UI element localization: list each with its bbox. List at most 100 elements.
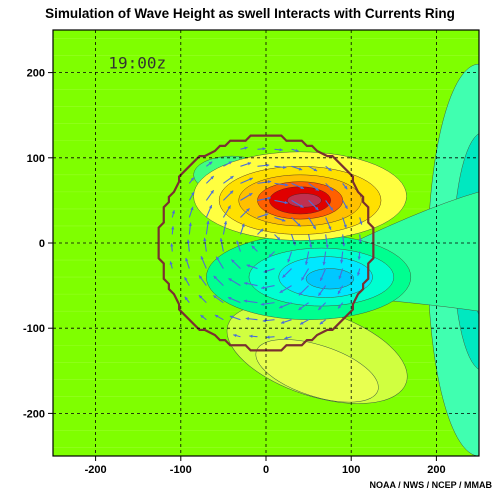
current-vector-head bbox=[186, 239, 191, 243]
x-tick-label: 100 bbox=[342, 464, 360, 476]
current-vector-head bbox=[313, 168, 318, 172]
current-vector-head bbox=[319, 277, 324, 281]
current-vector-head bbox=[228, 278, 232, 282]
current-vector-head bbox=[325, 244, 329, 249]
current-vector-head bbox=[300, 321, 304, 325]
time-label: 19:00z bbox=[108, 53, 166, 72]
current-vector-head bbox=[312, 225, 316, 230]
current-vector-head bbox=[337, 290, 341, 295]
current-vector-head bbox=[171, 210, 176, 214]
current-vector-head bbox=[338, 305, 342, 309]
current-vector-head bbox=[343, 224, 347, 229]
current-vector-head bbox=[199, 275, 203, 279]
low-level-4 bbox=[305, 268, 355, 290]
x-tick-label: -200 bbox=[85, 464, 107, 476]
current-vector-head bbox=[319, 321, 324, 325]
current-vector-head bbox=[251, 245, 256, 250]
current-vector-head bbox=[298, 292, 303, 296]
current-vector-head bbox=[309, 244, 313, 248]
current-vector-head bbox=[280, 320, 285, 324]
current-vector-head bbox=[200, 315, 204, 319]
y-tick-label: 200 bbox=[27, 68, 45, 80]
current-vector-head bbox=[208, 161, 213, 165]
current-vector-head bbox=[190, 206, 194, 211]
y-tick-label: 0 bbox=[39, 238, 45, 250]
current-vector-head bbox=[229, 190, 234, 194]
current-vector-head bbox=[301, 277, 305, 281]
current-vector-head bbox=[198, 295, 203, 299]
current-vector-head bbox=[284, 336, 288, 340]
current-vector-head bbox=[344, 185, 348, 190]
current-vector-head bbox=[284, 200, 288, 205]
y-tick-label: -200 bbox=[23, 408, 45, 420]
current-vector-head bbox=[244, 146, 248, 150]
x-tick-label: -100 bbox=[170, 464, 192, 476]
contour-fields bbox=[53, 38, 479, 456]
current-vector-head bbox=[200, 256, 204, 260]
current-vector-head bbox=[213, 295, 217, 299]
current-vector-head bbox=[191, 191, 195, 196]
current-vector-head bbox=[171, 226, 175, 230]
current-vector-head bbox=[357, 256, 361, 260]
current-vector-head bbox=[249, 177, 253, 181]
current-vector-head bbox=[267, 196, 271, 200]
current-vector-head bbox=[246, 264, 251, 268]
current-vector-head bbox=[231, 259, 235, 263]
current-vector-head bbox=[185, 257, 189, 262]
current-vector-head bbox=[233, 333, 237, 338]
current-vector-head bbox=[267, 180, 272, 184]
current-vector-head bbox=[262, 318, 266, 323]
current-vector-head bbox=[244, 281, 248, 286]
current-vector-head bbox=[223, 221, 228, 225]
current-vector-head bbox=[283, 165, 287, 169]
current-vector-head bbox=[328, 167, 332, 171]
current-vector-head bbox=[247, 162, 252, 166]
current-vector-head bbox=[184, 277, 188, 281]
current-vector-head bbox=[190, 177, 194, 181]
current-vector-head bbox=[236, 240, 240, 245]
current-vector-head bbox=[262, 147, 266, 151]
chart-title: Simulation of Wave Height as swell Inter… bbox=[45, 6, 455, 21]
current-vector-head bbox=[228, 296, 232, 301]
current-vector-head bbox=[243, 299, 248, 303]
current-vector-head bbox=[241, 223, 245, 228]
current-vector-head bbox=[246, 208, 250, 212]
current-vector-head bbox=[304, 261, 309, 265]
current-vector-head bbox=[338, 275, 342, 280]
current-vector-head bbox=[266, 335, 270, 339]
current-vector-head bbox=[203, 237, 207, 242]
current-vector-head bbox=[279, 305, 283, 309]
current-vector-head bbox=[260, 302, 265, 306]
current-ring-outline bbox=[157, 134, 375, 352]
y-tick-label: 100 bbox=[27, 153, 45, 165]
current-vector-head bbox=[249, 334, 253, 338]
current-vector-head bbox=[214, 314, 219, 318]
current-vector-head bbox=[169, 261, 173, 265]
current-vector-head bbox=[281, 218, 286, 222]
current-vector-head bbox=[206, 220, 210, 225]
current-vector-head bbox=[261, 286, 265, 290]
current-vector-head bbox=[266, 163, 270, 168]
credit-text: NOAA / NWS / NCEP / MMAB bbox=[369, 480, 492, 490]
current-vector-head bbox=[184, 296, 188, 301]
current-vector-head bbox=[213, 275, 217, 280]
current-vector-head bbox=[297, 223, 301, 227]
current-vector-head bbox=[300, 204, 304, 208]
current-vector-head bbox=[219, 238, 223, 242]
current-vector-head bbox=[300, 185, 304, 190]
current-vector-head bbox=[279, 148, 283, 152]
current-vector-head bbox=[216, 256, 220, 261]
current-vector-head bbox=[170, 243, 174, 247]
current-vector-head bbox=[329, 187, 334, 191]
current-vector-head bbox=[329, 207, 333, 211]
current-vector-head bbox=[298, 167, 303, 171]
current-vector-head bbox=[315, 187, 319, 191]
current-vector-head bbox=[356, 272, 361, 276]
current-vector-head bbox=[208, 205, 213, 209]
current-vector-head bbox=[227, 205, 231, 209]
x-tick-label: 200 bbox=[427, 464, 445, 476]
y-tick-label: -100 bbox=[23, 323, 45, 335]
x-tick-label: 0 bbox=[263, 464, 269, 476]
current-vector-head bbox=[282, 274, 286, 278]
